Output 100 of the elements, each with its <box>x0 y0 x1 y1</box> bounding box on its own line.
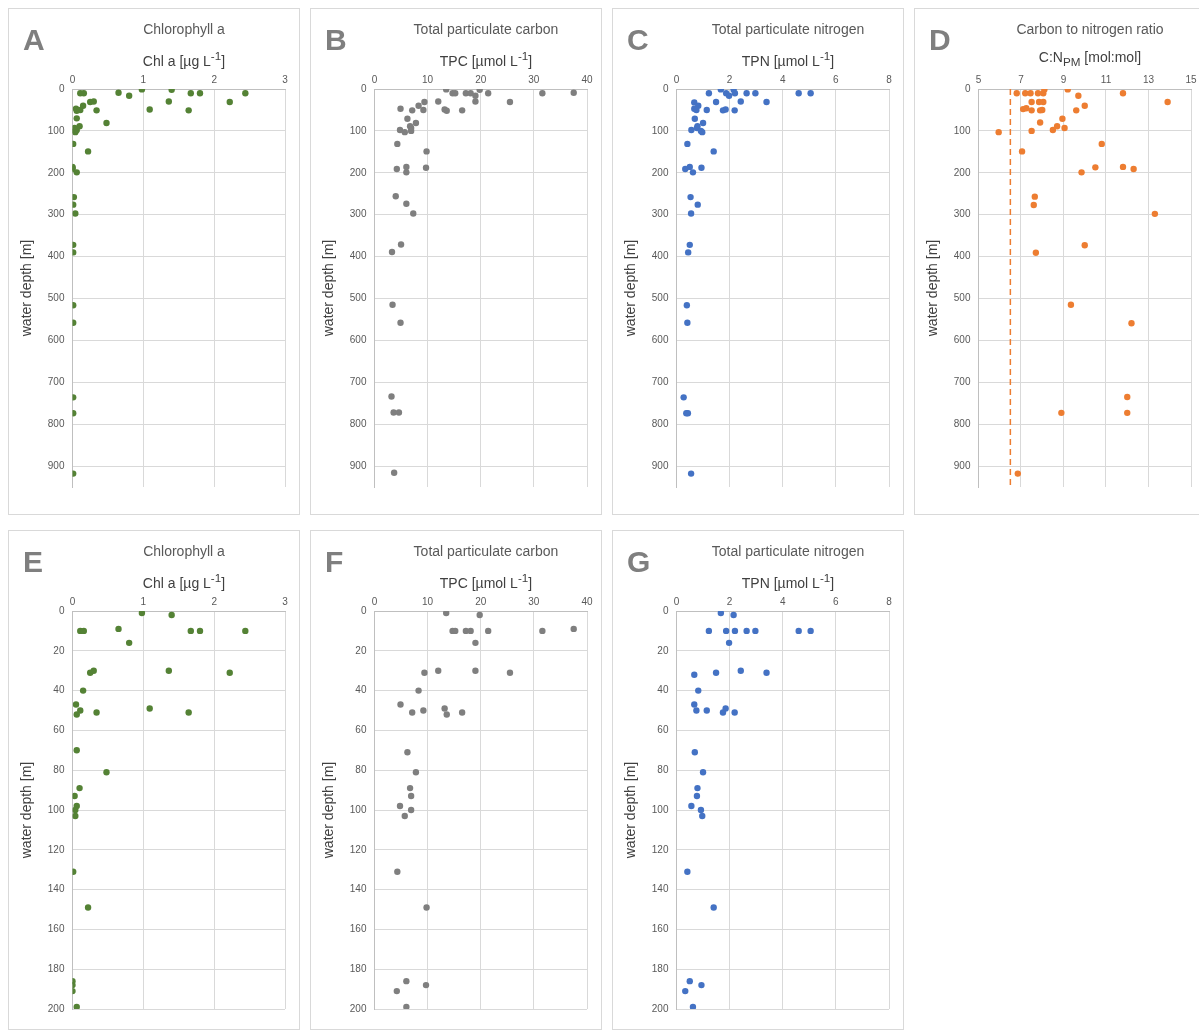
x-tick-label: 20 <box>475 73 487 85</box>
x-tick-label: 8 <box>886 595 893 607</box>
x-tick-label: 1 <box>140 595 147 607</box>
y-axis-title: water depth [m] <box>924 239 941 338</box>
x-tick-label: 6 <box>833 73 840 85</box>
x-axis-title: TPC [µmol L$^{-1}$] <box>438 49 534 69</box>
x-tick-label: 40 <box>581 73 593 85</box>
y-tick-label: 500 <box>349 292 367 304</box>
y-tick-label: 400 <box>47 250 65 262</box>
x-tick-label: 0 <box>69 73 76 85</box>
y-tick-label: 300 <box>953 208 971 220</box>
y-tick-label: 0 <box>360 604 367 616</box>
y-tick-label: 40 <box>53 684 65 696</box>
text: A <box>23 23 45 57</box>
x-tick-label: 2 <box>726 595 733 607</box>
y-tick-label: 0 <box>662 82 669 94</box>
y-tick-label: 700 <box>349 376 367 388</box>
x-tick-label: 2 <box>726 73 733 85</box>
y-tick-label: 0 <box>662 604 669 616</box>
y-tick-label: 0 <box>360 82 367 94</box>
x-tick-label: 8 <box>886 73 893 85</box>
x-tick-label: 9 <box>1060 73 1067 85</box>
x-tick-label: 3 <box>282 73 289 85</box>
y-tick-label: 0 <box>964 82 971 94</box>
y-tick-label: 900 <box>349 459 367 471</box>
y-tick-label: 100 <box>47 124 65 136</box>
y-tick-label: 700 <box>953 376 971 388</box>
y-tick-label: 100 <box>47 803 65 815</box>
x-tick-label: 40 <box>581 595 593 607</box>
y-tick-label: 60 <box>657 724 669 736</box>
y-tick-label: 40 <box>657 684 669 696</box>
x-tick-label: 2 <box>211 73 218 85</box>
y-tick-label: 100 <box>349 803 367 815</box>
x-tick-label: 1 <box>140 73 147 85</box>
x-tick-label: 4 <box>779 595 786 607</box>
y-tick-label: 800 <box>651 417 669 429</box>
y-tick-label: 700 <box>651 376 669 388</box>
y-tick-label: 600 <box>47 334 65 346</box>
y-tick-label: 600 <box>349 334 367 346</box>
y-tick-label: 600 <box>953 334 971 346</box>
y-tick-label: 500 <box>47 292 65 304</box>
x-axis-title: C:N$_{PM}$ [mol:mol] <box>1037 49 1143 68</box>
y-tick-label: 120 <box>47 843 65 855</box>
y-tick-label: 900 <box>47 459 65 471</box>
x-tick-label: 0 <box>69 595 76 607</box>
text: D <box>929 23 951 57</box>
y-tick-label: 800 <box>953 417 971 429</box>
x-tick-label: 10 <box>422 73 434 85</box>
y-tick-label: 600 <box>651 334 669 346</box>
y-axis-title: water depth [m] <box>18 761 35 860</box>
y-tick-label: 900 <box>953 459 971 471</box>
y-tick-label: 0 <box>58 82 65 94</box>
text: B <box>325 23 347 57</box>
y-tick-label: 60 <box>355 724 367 736</box>
y-tick-label: 200 <box>349 1002 367 1014</box>
text: F <box>325 545 344 579</box>
y-tick-label: 180 <box>47 962 65 974</box>
x-tick-label: 5 <box>975 73 982 85</box>
y-tick-label: 100 <box>651 124 669 136</box>
y-tick-label: 160 <box>651 923 669 935</box>
x-tick-label: 3 <box>282 595 289 607</box>
y-tick-label: 120 <box>651 843 669 855</box>
y-tick-label: 800 <box>47 417 65 429</box>
y-tick-label: 140 <box>349 883 367 895</box>
x-tick-label: 10 <box>422 595 434 607</box>
x-axis-title: TPC [µmol L$^{-1}$] <box>438 571 534 591</box>
x-tick-label: 15 <box>1185 73 1197 85</box>
y-axis-title: water depth [m] <box>320 761 337 860</box>
y-tick-label: 60 <box>53 724 65 736</box>
chart-title: Total particulate nitrogen <box>710 543 866 559</box>
y-tick-label: 200 <box>349 166 367 178</box>
y-tick-label: 140 <box>47 883 65 895</box>
x-tick-label: 0 <box>371 73 378 85</box>
x-tick-label: 2 <box>211 595 218 607</box>
y-axis-title: water depth [m] <box>18 239 35 338</box>
x-tick-label: 20 <box>475 595 487 607</box>
y-tick-label: 300 <box>651 208 669 220</box>
x-tick-label: 4 <box>779 73 786 85</box>
x-axis-title: TPN [µmol L$^{-1}$] <box>740 49 836 69</box>
y-tick-label: 100 <box>953 124 971 136</box>
y-tick-label: 140 <box>651 883 669 895</box>
y-tick-label: 0 <box>58 604 65 616</box>
y-axis-title: water depth [m] <box>622 761 639 860</box>
x-axis-title: Chl a [µg L$^{-1}$] <box>141 49 227 69</box>
chart-title: Total particulate carbon <box>412 21 560 37</box>
chart-title: Total particulate nitrogen <box>710 21 866 37</box>
x-axis-title: TPN [µmol L$^{-1}$] <box>740 571 836 591</box>
x-tick-label: 0 <box>371 595 378 607</box>
y-tick-label: 120 <box>349 843 367 855</box>
text: G <box>627 545 651 579</box>
x-tick-label: 30 <box>528 595 540 607</box>
chart-title: Chlorophyll a <box>142 21 226 37</box>
y-tick-label: 160 <box>47 923 65 935</box>
y-tick-label: 200 <box>953 166 971 178</box>
x-axis-title: Chl a [µg L$^{-1}$] <box>141 571 227 591</box>
y-tick-label: 80 <box>355 763 367 775</box>
y-tick-label: 20 <box>657 644 669 656</box>
chart-title: Carbon to nitrogen ratio <box>1015 21 1165 37</box>
y-tick-label: 80 <box>657 763 669 775</box>
x-tick-label: 11 <box>1100 73 1112 85</box>
